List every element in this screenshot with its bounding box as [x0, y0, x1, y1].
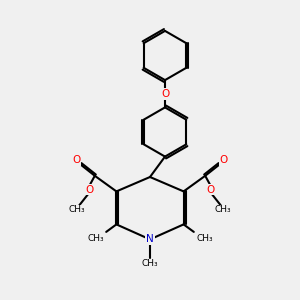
Text: CH₃: CH₃ — [142, 260, 158, 268]
Text: O: O — [72, 155, 80, 165]
Text: CH₃: CH₃ — [215, 206, 232, 214]
Text: CH₃: CH₃ — [87, 234, 104, 243]
Text: O: O — [85, 184, 94, 195]
Text: O: O — [220, 155, 228, 165]
Text: N: N — [146, 234, 154, 244]
Text: CH₃: CH₃ — [196, 234, 213, 243]
Text: O: O — [161, 89, 169, 99]
Text: CH₃: CH₃ — [68, 206, 85, 214]
Text: O: O — [206, 184, 215, 195]
